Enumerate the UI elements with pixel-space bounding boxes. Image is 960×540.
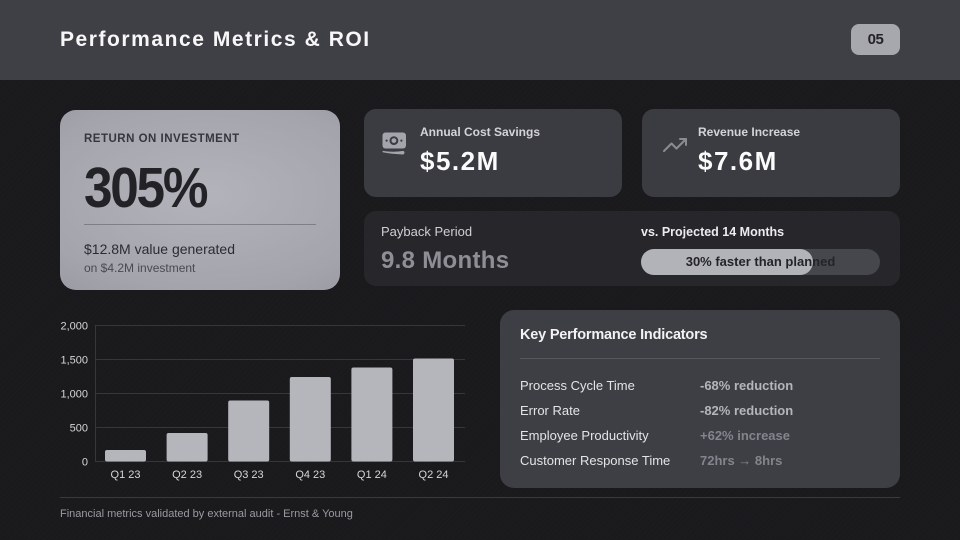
svg-text:Q3 23: Q3 23: [234, 469, 264, 481]
svg-text:Q1 24: Q1 24: [357, 469, 387, 481]
svg-text:500: 500: [70, 423, 88, 435]
svg-text:Q4 23: Q4 23: [295, 469, 325, 481]
svg-text:Q2 24: Q2 24: [419, 469, 449, 481]
svg-text:2,000: 2,000: [60, 321, 88, 333]
svg-text:1,500: 1,500: [60, 355, 88, 367]
svg-text:0: 0: [82, 457, 88, 469]
svg-text:Q1 23: Q1 23: [111, 469, 141, 481]
svg-text:Q2 23: Q2 23: [172, 469, 202, 481]
svg-text:1,000: 1,000: [60, 389, 88, 401]
